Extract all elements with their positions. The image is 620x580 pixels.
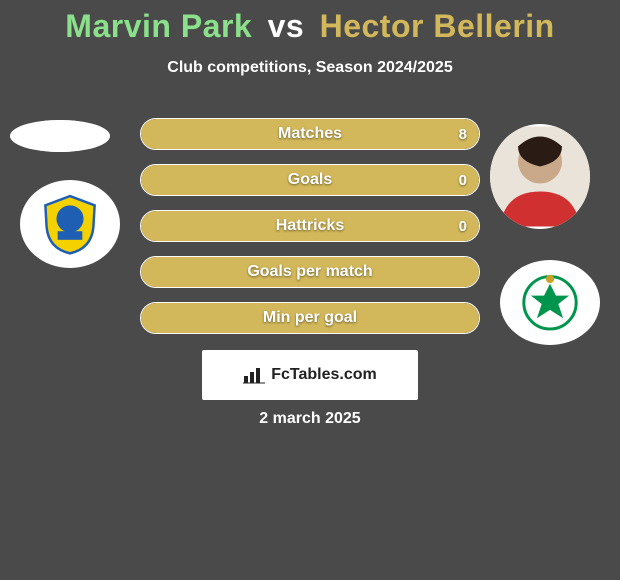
stats-container: Matches 8 Goals 0 Hattricks 0 Goals per match M… [140,118,480,348]
date-text: 2 march 2025 [259,410,360,428]
stat-value-right: 0 [459,172,467,189]
source-badge: FcTables.com [202,350,418,400]
stat-value-right: 8 [459,126,467,143]
stat-row: Goals 0 [140,164,480,196]
bar-chart-icon [243,366,265,384]
vs-text: vs [268,8,305,44]
player1-name: Marvin Park [65,8,252,44]
person-icon [10,120,110,152]
stat-label: Min per goal [263,309,357,327]
player1-club-crest [20,180,120,268]
stat-row: Goals per match [140,256,480,288]
player1-photo [10,120,110,152]
stat-label: Matches [278,125,342,143]
subtitle: Club competitions, Season 2024/2025 [0,59,620,77]
player2-name: Hector Bellerin [320,8,555,44]
stat-row: Min per goal [140,302,480,334]
player2-club-crest [500,260,600,345]
stat-row: Matches 8 [140,118,480,150]
stat-row: Hattricks 0 [140,210,480,242]
crest-icon [35,193,105,255]
crest-icon [515,273,585,333]
stat-label: Goals per match [247,263,372,281]
stat-label: Goals [288,171,332,189]
comparison-title: Marvin Park vs Hector Bellerin [0,0,620,45]
source-badge-text: FcTables.com [271,366,377,384]
person-icon [490,124,590,229]
stat-value-right: 0 [459,218,467,235]
stat-label: Hattricks [276,217,344,235]
player2-photo [490,124,590,229]
